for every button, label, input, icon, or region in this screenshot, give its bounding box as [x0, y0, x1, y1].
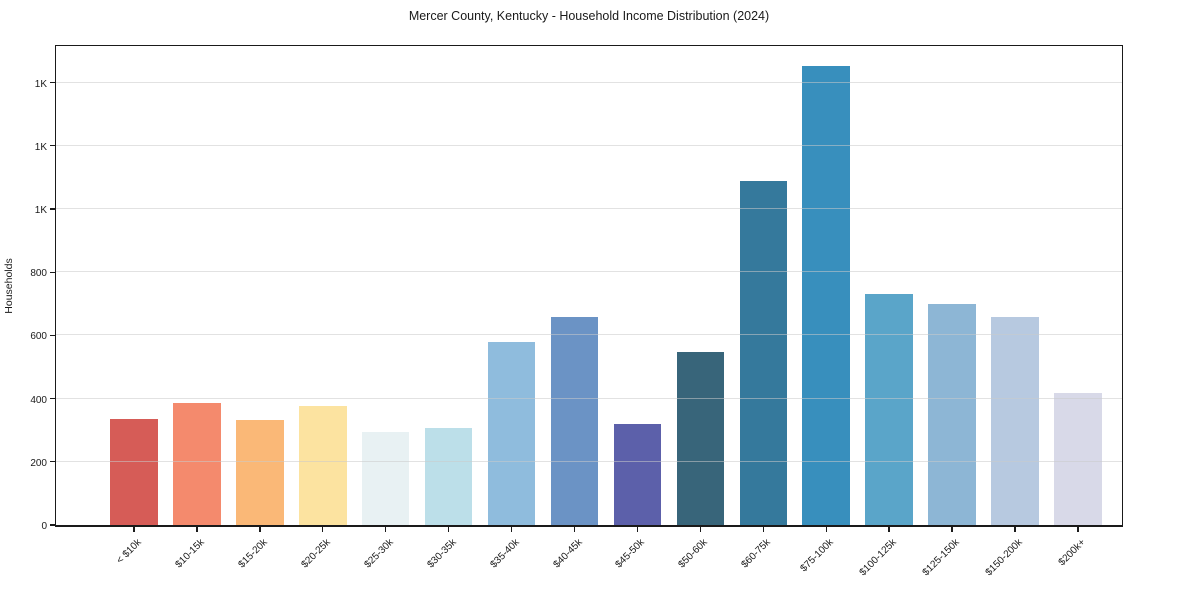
y-tick-mark [50, 398, 55, 400]
x-tick-mark [133, 527, 135, 532]
gridline [56, 397, 1122, 399]
x-tick-label: $10-15k [173, 537, 207, 571]
y-tick-mark [50, 145, 55, 147]
y-tick-mark [50, 271, 55, 273]
x-tick-label: $100-125k [857, 537, 899, 579]
bar [865, 293, 913, 525]
x-tick-label: $40-45k [550, 537, 585, 571]
gridline [56, 81, 1122, 83]
bar [110, 419, 158, 525]
x-tick-mark [762, 527, 764, 532]
x-tick-label: $200k+ [1056, 537, 1088, 569]
x-tick-mark [196, 527, 198, 532]
x-tick-mark [510, 527, 513, 532]
y-tick-label: 0 [41, 521, 47, 532]
y-tick-label: 600 [30, 331, 47, 343]
gridline [56, 334, 1122, 336]
x-tick-mark [385, 527, 387, 532]
x-tick-mark [825, 527, 827, 532]
y-tick-mark [50, 208, 55, 210]
x-tick-mark [636, 527, 639, 532]
bar [299, 405, 347, 525]
x-tick-label: $50-60k [676, 537, 711, 571]
y-tick-label: 1K [34, 204, 47, 216]
bar [424, 428, 473, 525]
bar [550, 317, 599, 525]
x-tick-label: $75-100k [798, 537, 836, 575]
x-tick-mark [573, 527, 576, 532]
bar [236, 420, 284, 525]
x-tick-mark [1014, 527, 1016, 532]
bar [361, 432, 410, 525]
x-tick-label: < $10k [114, 537, 144, 567]
bar [802, 66, 850, 525]
bar [676, 352, 725, 525]
x-tick-mark [259, 527, 261, 532]
x-tick-label: $35-40k [488, 537, 522, 571]
gridline [56, 271, 1122, 273]
chart-title: Mercer County, Kentucky - Household Inco… [408, 9, 770, 23]
x-tick-label: $45-50k [613, 537, 648, 571]
x-tick-label: $20-25k [299, 537, 333, 571]
bar [173, 402, 221, 525]
x-tick-mark [951, 527, 953, 532]
bar [991, 317, 1039, 525]
y-axis-label: Households [3, 258, 15, 314]
x-tick-label: $30-35k [425, 537, 459, 571]
x-tick-label: $15-20k [236, 537, 270, 571]
bar [487, 341, 536, 525]
y-tick-label: 1K [34, 78, 47, 90]
bar [928, 303, 976, 525]
x-tick-label: $60-75k [739, 537, 774, 571]
y-tick-mark [50, 461, 55, 463]
y-tick-mark [50, 334, 55, 336]
gridline [56, 144, 1122, 146]
gridline [56, 460, 1122, 462]
x-tick-mark [1077, 527, 1079, 532]
y-tick-label: 200 [30, 457, 47, 469]
x-tick-label: $125-150k [920, 537, 962, 579]
x-tick-label: $25-30k [362, 537, 396, 571]
y-tick-label: 400 [30, 394, 47, 406]
bar [1054, 392, 1102, 525]
x-tick-mark [322, 527, 324, 532]
x-tick-mark [888, 527, 890, 532]
plot-area [50, 45, 1123, 532]
y-tick-label: 800 [30, 268, 47, 280]
bar [739, 181, 788, 525]
y-tick-label: 1K [34, 141, 47, 153]
x-tick-mark [447, 527, 450, 532]
y-tick-mark [50, 524, 55, 526]
x-tick-mark [699, 527, 702, 532]
bar [613, 423, 662, 525]
gridline [56, 207, 1122, 209]
x-tick-label: $150-200k [983, 537, 1025, 579]
y-tick-mark [50, 81, 55, 84]
